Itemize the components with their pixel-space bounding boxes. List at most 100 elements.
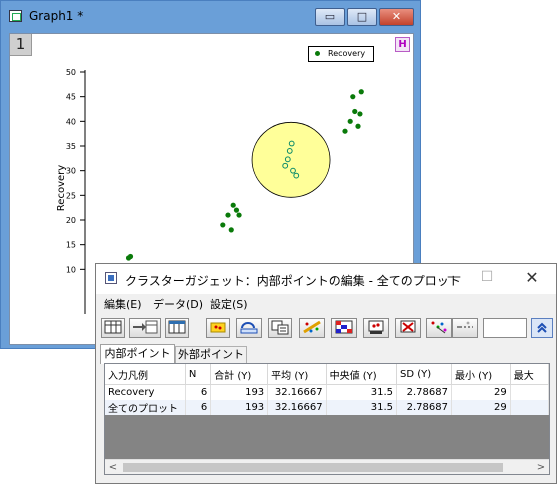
graph-maximize-button[interactable]: □ <box>347 8 377 26</box>
copy-points-icon <box>271 320 289 335</box>
new-worksheet-button[interactable] <box>165 318 189 338</box>
color-points-button[interactable] <box>299 318 325 338</box>
legend[interactable]: Recovery <box>308 46 374 62</box>
cell-median: 31.5 <box>326 384 398 400</box>
col-header-n[interactable]: N <box>185 364 212 385</box>
layer-number[interactable]: 1 <box>10 34 32 56</box>
data-point <box>350 94 356 100</box>
col-header-median[interactable]: 中央値 (Y) <box>326 364 398 385</box>
dash-points-button[interactable] <box>452 318 478 338</box>
data-point <box>347 118 353 124</box>
horizontal-scrollbar[interactable]: < > <box>105 459 549 474</box>
select-points-button[interactable] <box>363 318 389 338</box>
undo-mask-icon <box>240 322 258 334</box>
y-tick-label: 50 <box>66 68 76 77</box>
cell-sd: 2.78687 <box>396 400 452 415</box>
data-point-selected <box>290 167 296 174</box>
data-point <box>352 108 358 115</box>
data-point <box>357 111 363 117</box>
cell-min: 29 <box>451 400 511 415</box>
data-point-selected <box>284 156 291 163</box>
y-tick-label: 35 <box>66 142 76 151</box>
table-row[interactable]: 全てのプロット 6 193 32.16667 31.5 2.78687 29 <box>105 400 549 415</box>
cell-mean: 32.16667 <box>267 400 327 415</box>
scatter-plot[interactable]: 10 15 20 25 30 35 40 45 50 Recovery <box>10 34 414 345</box>
copy-table-button[interactable] <box>101 318 125 338</box>
y-tick-label: 30 <box>66 167 76 176</box>
dash-points-icon <box>457 321 473 328</box>
menu-data[interactable]: データ(D) <box>153 298 204 311</box>
copy-points-button[interactable] <box>268 318 292 338</box>
data-point-selected <box>288 140 295 147</box>
scatter-color-button[interactable] <box>426 318 452 338</box>
col-header-sd[interactable]: SD (Y) <box>396 364 452 385</box>
y-tick-label: 25 <box>66 191 76 200</box>
scroll-left-button[interactable]: < <box>108 462 118 473</box>
gadget-window-icon <box>105 272 117 284</box>
h-button[interactable]: H <box>395 37 410 52</box>
tab-inner-points[interactable]: 内部ポイント <box>100 344 175 364</box>
gadget-minimize-button[interactable]: — <box>447 269 461 285</box>
gadget-maximize-button[interactable]: ☐ <box>480 269 494 285</box>
graph-title: Graph1 * <box>29 9 84 23</box>
y-tick-label: 20 <box>66 216 76 225</box>
toolbar-value-input[interactable] <box>483 318 527 338</box>
color-grid-button[interactable] <box>331 318 357 338</box>
data-point <box>233 207 240 213</box>
data-point-selected <box>286 148 293 154</box>
y-tick-label: 10 <box>66 265 76 274</box>
data-point <box>127 253 134 260</box>
y-tick-label: 15 <box>66 241 76 250</box>
graph-minimize-button[interactable]: ▭ <box>315 8 345 26</box>
col-header-input-legend[interactable]: 入力凡例 <box>105 364 186 385</box>
y-tick-label: 45 <box>66 93 76 102</box>
data-point-selected <box>282 162 289 169</box>
scroll-right-button[interactable]: > <box>536 462 546 473</box>
cell-mean: 32.16667 <box>267 384 327 400</box>
menu-settings[interactable]: 設定(S) <box>210 298 248 311</box>
delete-points-icon <box>400 320 416 333</box>
to-worksheet-button[interactable] <box>129 318 161 338</box>
gadget-titlebar[interactable]: クラスターガジェット：内部ポイントの編集 - 全てのプロット — ☐ ✕ <box>96 264 556 294</box>
data-point-selected <box>293 172 300 179</box>
delete-points-button[interactable] <box>395 318 421 338</box>
table-row[interactable]: Recovery 6 193 32.16667 31.5 2.78687 29 <box>105 384 549 400</box>
cluster-ellipse <box>251 121 331 198</box>
to-worksheet-icon <box>133 320 158 334</box>
legend-label: Recovery <box>328 49 366 58</box>
tab-outer-points[interactable]: 外部ポイント <box>175 346 247 363</box>
select-points-icon <box>368 320 384 334</box>
graph-titlebar[interactable]: Graph1 * ▭ □ ✕ <box>1 1 420 32</box>
y-axis-label: Recovery <box>56 165 67 211</box>
data-point <box>230 202 236 208</box>
y-tick-label: 40 <box>66 117 76 126</box>
cell-sum: 193 <box>210 384 269 400</box>
cell-n: 6 <box>185 384 212 400</box>
col-header-min[interactable]: 最小 (Y) <box>451 364 511 385</box>
scatter-color-icon <box>431 321 447 334</box>
data-point <box>220 222 226 228</box>
menu-edit[interactable]: 編集(E) <box>104 298 142 311</box>
graph-window-icon <box>9 10 22 22</box>
table-header-row: 入力凡例 N 合計 (Y) 平均 (Y) 中央値 (Y) SD (Y) 最小 (… <box>105 364 549 385</box>
data-point <box>225 212 231 218</box>
col-header-sum[interactable]: 合計 (Y) <box>210 364 269 385</box>
new-worksheet-icon <box>168 320 186 334</box>
expand-button[interactable] <box>531 318 553 338</box>
col-header-max[interactable]: 最大 <box>510 364 549 385</box>
gadget-close-button[interactable]: ✕ <box>525 268 539 287</box>
scroll-thumb[interactable] <box>123 463 503 472</box>
cell-max <box>510 400 549 415</box>
copy-table-icon <box>104 320 122 334</box>
data-point <box>236 212 242 218</box>
cluster-gadget-window: クラスターガジェット：内部ポイントの編集 - 全てのプロット — ☐ ✕ 編集(… <box>95 263 557 484</box>
cell-sum: 193 <box>210 400 269 415</box>
cell-legend: 全てのプロット <box>105 400 186 415</box>
legend-marker-icon <box>315 51 320 56</box>
cell-median: 31.5 <box>326 400 398 415</box>
graph-close-button[interactable]: ✕ <box>379 8 414 26</box>
chevron-up-icon <box>537 322 547 333</box>
mask-button[interactable] <box>206 318 230 338</box>
col-header-mean[interactable]: 平均 (Y) <box>267 364 327 385</box>
undo-mask-button[interactable] <box>236 318 262 338</box>
